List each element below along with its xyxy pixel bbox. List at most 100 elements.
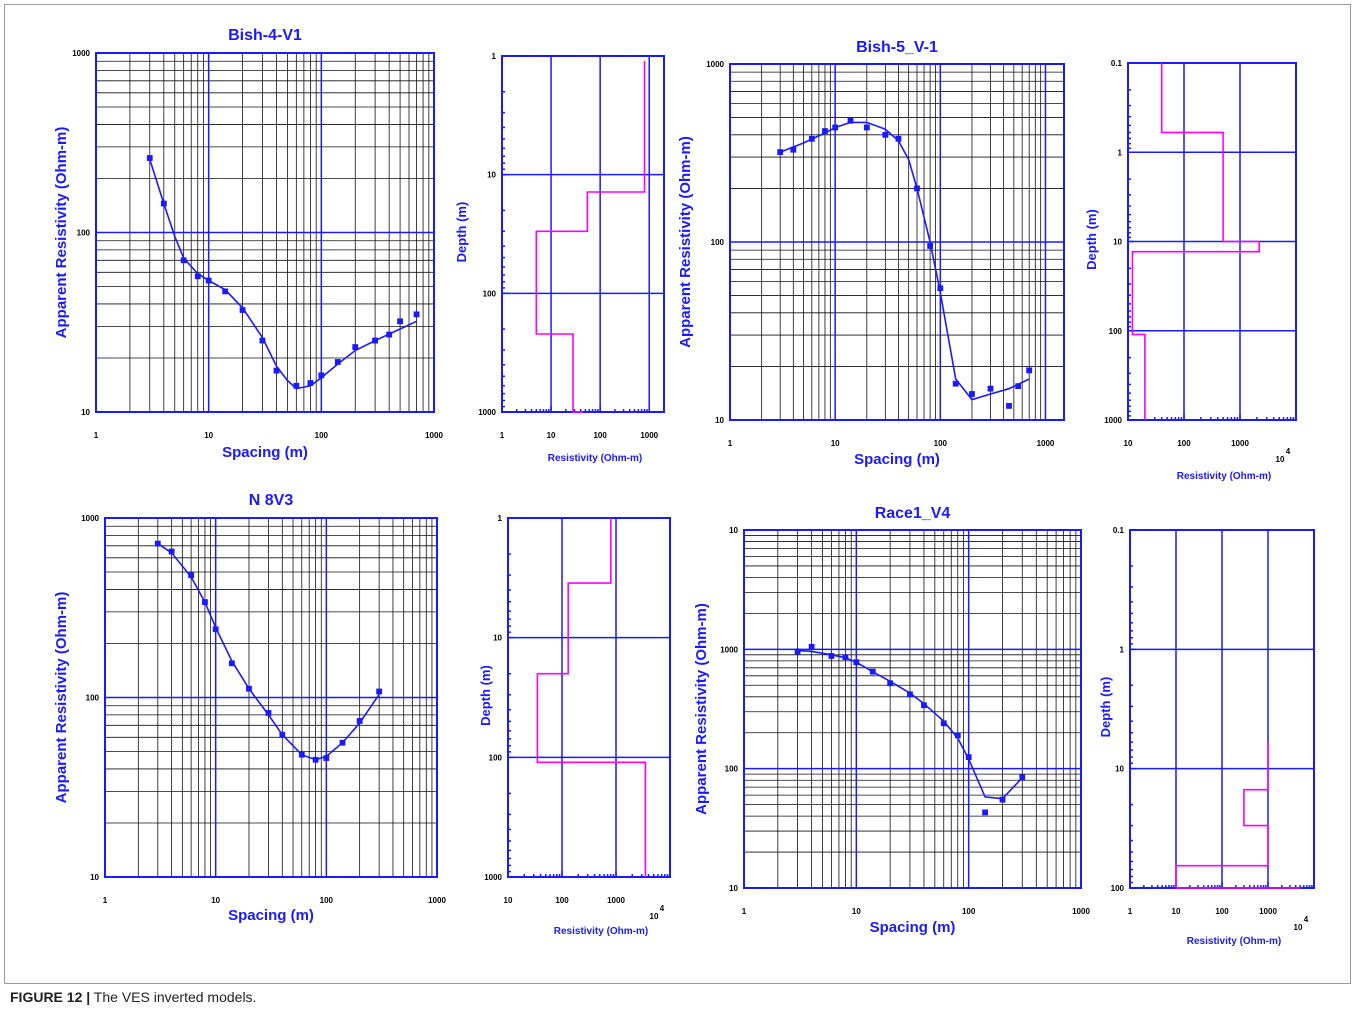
observed-point [318, 372, 325, 379]
x-tick-label: 1 [94, 431, 99, 440]
observed-point [228, 660, 235, 667]
observed-point [352, 344, 359, 350]
y-axis-label: Depth (m) [1098, 677, 1113, 738]
observed-point [921, 702, 927, 709]
y-tick-label: 1 [498, 514, 503, 523]
y-axis-label: Depth (m) [1084, 209, 1099, 270]
y-tick-label: 1000 [72, 49, 90, 58]
observed-point [1026, 367, 1033, 374]
bish5-curve: 1 10 100 1000 10 100 1000 Spacing (m) Apparent R… [677, 39, 1065, 468]
observed-point [239, 307, 246, 313]
x-axis-label: Resistivity (Ohm-m) [1187, 936, 1281, 947]
observed-point [339, 739, 346, 746]
x-tick-label: 1000 [1231, 439, 1249, 448]
observed-point [298, 751, 305, 758]
x-tick-label: 10 [1124, 439, 1133, 448]
y-tick-label: 1000 [81, 514, 99, 523]
x-tick-exponent: 4 [660, 904, 665, 913]
x-tick-label: 10 [1294, 923, 1303, 932]
y-tick-label: 10 [1115, 765, 1124, 774]
observed-point [154, 540, 161, 547]
plot-frame [95, 52, 435, 413]
x-tick-label: 100 [934, 439, 948, 448]
x-tick-label: 1 [742, 907, 747, 916]
plot-frame [507, 517, 671, 878]
observed-point [869, 668, 876, 675]
observed-point [952, 380, 959, 387]
y-tick-label: 100 [1111, 884, 1125, 893]
x-tick-label: 10 [211, 896, 220, 905]
y-tick-label: 1 [1120, 645, 1125, 654]
x-tick-label: 1 [1128, 907, 1133, 916]
observed-point [397, 318, 403, 325]
y-tick-label: 1000 [478, 408, 496, 417]
x-axis-label: Spacing (m) [854, 451, 940, 468]
observed-point [246, 685, 252, 692]
x-tick-label: 10 [504, 896, 513, 905]
fit-curve [779, 121, 1030, 401]
x-axis-label: Resistivity (Ohm-m) [1177, 471, 1271, 482]
y-tick-label: 100 [86, 694, 100, 703]
x-tick-label: 1000 [428, 896, 446, 905]
x-tick-label: 100 [1215, 907, 1229, 916]
y-tick-label: 10 [715, 416, 724, 425]
observed-point [828, 653, 835, 659]
observed-point [265, 710, 272, 716]
y-tick-label: 0.1 [1111, 59, 1123, 68]
observed-point [842, 654, 849, 661]
x-tick-label: 10 [1276, 455, 1285, 464]
y-axis-label: Apparent Resistivity (Ohm-m) [53, 592, 70, 804]
x-tick-label: 1000 [1037, 439, 1055, 448]
y-tick-label: 10 [90, 873, 99, 882]
fit-curve [149, 159, 417, 390]
observed-point [168, 548, 175, 555]
y-axis-label: Apparent Resistivity (Ohm-m) [693, 603, 710, 815]
x-tick-label: 1000 [1072, 907, 1090, 916]
x-axis-label: Resistivity (Ohm-m) [554, 926, 648, 937]
observed-point [1015, 383, 1022, 390]
x-tick-label: 10 [204, 431, 213, 440]
y-tick-label: 100 [725, 765, 739, 774]
y-axis-label: Depth (m) [478, 665, 493, 726]
x-tick-label: 1000 [640, 431, 658, 440]
observed-point [259, 337, 266, 344]
observed-point [863, 124, 870, 131]
y-axis-label: Depth (m) [454, 202, 469, 263]
plot-frame [104, 517, 438, 878]
observed-point [895, 135, 902, 142]
resistivity-model-line [1175, 742, 1301, 889]
chart-title: N 8V3 [249, 492, 294, 509]
y-tick-label: 1000 [706, 60, 724, 69]
x-tick-label: 1 [728, 439, 733, 448]
y-tick-label: 1 [492, 52, 497, 61]
resistivity-model-line [1131, 63, 1260, 420]
y-tick-label: 100 [77, 229, 91, 238]
caption-number: FIGURE 12 | [10, 989, 91, 1005]
figure-frame [4, 4, 1351, 984]
x-tick-label: 100 [962, 907, 976, 916]
observed-point [982, 809, 988, 816]
observed-point [794, 648, 801, 655]
observed-point [279, 731, 286, 738]
observed-point [808, 135, 815, 142]
y-tick-label: 100 [489, 753, 503, 762]
observed-point [822, 128, 828, 134]
observed-point [180, 257, 187, 264]
bish4-curve: 1 10 100 1000 10 100 1000 Spacing (m) Apparent R… [53, 27, 443, 461]
x-tick-label: 1000 [607, 896, 625, 905]
observed-point [965, 754, 972, 761]
observed-point [312, 756, 319, 763]
observed-point [914, 185, 920, 192]
x-tick-label: 1000 [1259, 907, 1277, 916]
observed-point [386, 331, 393, 338]
x-tick-exponent: 4 [1304, 915, 1309, 924]
observed-point [222, 288, 229, 295]
observed-point [987, 385, 994, 392]
x-axis-label: Resistivity (Ohm-m) [548, 453, 642, 464]
observed-point [372, 337, 378, 344]
figure-caption: FIGURE 12 | The VES inverted models. [10, 989, 256, 1005]
observed-point [907, 691, 913, 698]
observed-point [940, 720, 947, 727]
x-axis-label: Spacing (m) [228, 907, 314, 924]
